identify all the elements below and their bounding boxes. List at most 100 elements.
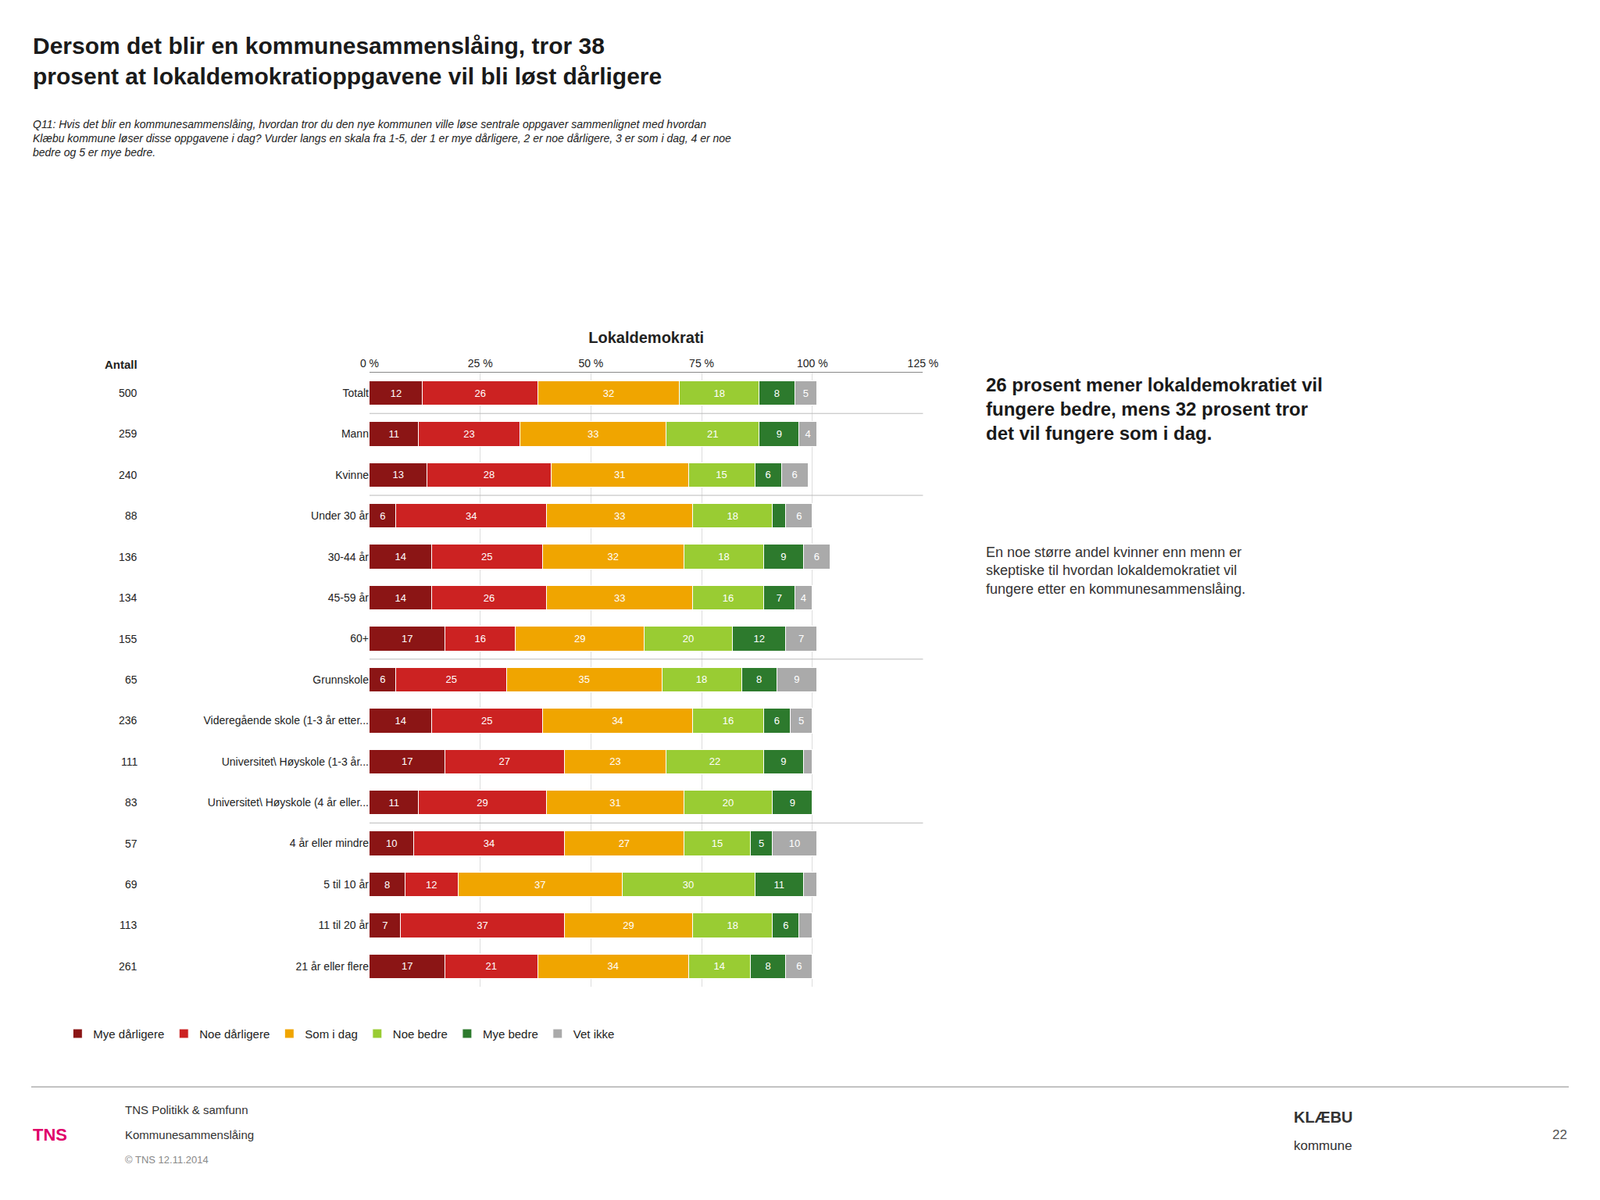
svg-text:34: 34 [465,510,477,522]
svg-text:Lokaldemokrati: Lokaldemokrati [588,328,704,347]
svg-text:37: 37 [476,919,488,932]
svg-text:8: 8 [774,387,780,400]
svg-text:30: 30 [682,878,694,891]
svg-text:25: 25 [481,714,493,727]
svg-text:© TNS 12.11.2014: © TNS 12.11.2014 [125,1153,209,1166]
svg-text:25 %: 25 % [467,357,493,370]
svg-text:88: 88 [125,509,138,522]
svg-text:11: 11 [388,428,400,440]
svg-text:69: 69 [125,878,138,891]
svg-text:29: 29 [574,632,586,645]
svg-text:100 %: 100 % [796,357,829,370]
svg-text:En noe større andel kvinner en: En noe større andel kvinner enn menn ers… [985,544,1246,597]
svg-text:23: 23 [463,428,475,440]
svg-text:26: 26 [474,387,486,400]
svg-text:28: 28 [483,468,495,481]
svg-text:50 %: 50 % [578,357,604,370]
svg-text:14: 14 [713,960,725,972]
svg-text:9: 9 [780,550,786,563]
svg-text:25: 25 [481,550,493,563]
svg-text:259: 259 [118,427,138,440]
svg-text:Mye dårligere: Mye dårligere [92,1027,165,1041]
svg-text:6: 6 [379,673,386,686]
svg-text:11: 11 [773,878,785,891]
svg-text:26 prosent mener lokaldemokrat: 26 prosent mener lokaldemokratiet vilfun… [985,374,1323,444]
svg-text:6: 6 [796,960,802,972]
svg-text:27: 27 [618,837,630,850]
svg-text:6: 6 [774,714,780,727]
svg-text:500: 500 [118,386,138,400]
svg-text:32: 32 [603,387,615,400]
svg-text:9: 9 [789,796,796,809]
svg-text:18: 18 [717,550,729,563]
svg-text:6: 6 [764,468,771,481]
svg-text:22: 22 [709,755,721,768]
svg-text:25: 25 [446,673,458,686]
svg-text:27: 27 [499,755,511,768]
svg-text:65: 65 [125,673,138,686]
svg-text:9: 9 [776,428,783,440]
svg-text:261: 261 [118,960,138,973]
svg-text:Kommunesammenslåing: Kommunesammenslåing [125,1128,254,1142]
svg-text:Grunnskole: Grunnskole [312,673,369,686]
svg-text:8: 8 [756,673,762,686]
svg-text:30-44 år: 30-44 år [328,550,369,564]
svg-text:45-59 år: 45-59 år [328,591,369,604]
svg-text:12: 12 [390,387,402,400]
svg-text:33: 33 [614,592,625,604]
svg-text:33: 33 [587,428,599,440]
svg-text:Universitet\ Høyskole (1-3 år.: Universitet\ Høyskole (1-3 år... [221,755,369,768]
svg-text:Universitet\ Høyskole (4 år el: Universitet\ Høyskole (4 år eller... [207,796,369,809]
svg-text:12: 12 [425,878,437,891]
svg-text:32: 32 [607,550,618,563]
svg-text:16: 16 [722,714,734,727]
svg-text:10: 10 [385,837,397,850]
svg-text:5: 5 [803,387,809,400]
svg-text:22: 22 [1552,1127,1568,1143]
svg-text:75 %: 75 % [689,357,715,370]
svg-text:Som i dag: Som i dag [304,1027,358,1041]
svg-text:236: 236 [118,714,138,727]
svg-text:6: 6 [379,510,386,522]
svg-text:111: 111 [121,755,138,768]
svg-text:13: 13 [392,468,404,481]
svg-text:4: 4 [800,592,807,604]
svg-text:134: 134 [118,591,138,604]
svg-text:18: 18 [726,919,738,932]
svg-text:6: 6 [814,550,820,563]
svg-text:31: 31 [614,468,625,481]
svg-text:Mye bedre: Mye bedre [482,1027,539,1041]
svg-text:14: 14 [394,592,406,604]
svg-text:125 %: 125 % [907,357,940,370]
svg-text:TNS Politikk & samfunn: TNS Politikk & samfunn [125,1103,249,1117]
svg-text:16: 16 [474,632,486,645]
svg-text:7: 7 [382,919,388,932]
svg-text:Totalt: Totalt [342,386,369,400]
svg-text:35: 35 [578,673,590,686]
svg-text:9: 9 [793,673,800,686]
svg-text:Videregående skole (1-3 år ett: Videregående skole (1-3 år etter... [203,714,369,727]
svg-text:Noe bedre: Noe bedre [392,1027,448,1041]
svg-text:Dersom det blir en kommunesamm: Dersom det blir en kommunesammenslåing, … [32,32,662,90]
svg-text:83: 83 [125,796,138,809]
svg-text:34: 34 [483,837,495,850]
svg-text:Noe dårligere: Noe dårligere [199,1027,270,1041]
svg-text:6: 6 [796,510,802,522]
svg-text:11 til 20 år: 11 til 20 år [318,918,370,932]
svg-text:Antall: Antall [104,357,138,372]
svg-text:kommune: kommune [1293,1138,1353,1154]
svg-text:17: 17 [401,632,413,645]
svg-text:155: 155 [118,632,138,646]
svg-text:9: 9 [780,755,786,768]
svg-text:11: 11 [388,796,400,809]
svg-text:37: 37 [534,878,546,891]
svg-text:6: 6 [782,919,789,932]
svg-text:Kvinne: Kvinne [335,468,369,482]
svg-text:6: 6 [791,468,797,481]
svg-text:0 %: 0 % [360,357,379,370]
svg-text:26: 26 [483,592,495,604]
svg-text:14: 14 [394,550,406,563]
svg-text:17: 17 [401,755,413,768]
svg-text:4: 4 [804,428,811,440]
svg-text:29: 29 [476,796,488,809]
